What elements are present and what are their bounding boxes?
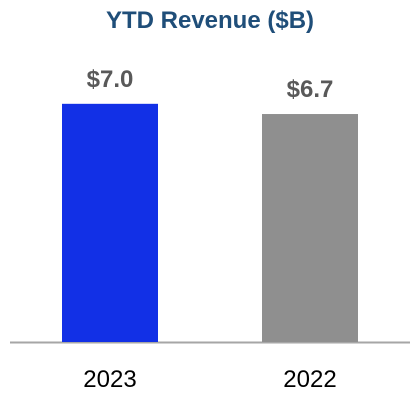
chart-title: YTD Revenue ($B) xyxy=(105,7,315,34)
data-label-2023: $7.0 xyxy=(87,66,134,93)
bar-2023 xyxy=(62,103,158,343)
x-tick-label-2022: 2022 xyxy=(283,366,336,393)
bar-2022 xyxy=(262,114,358,342)
x-tick-label-2023: 2023 xyxy=(83,366,136,393)
data-label-2022: $6.7 xyxy=(287,76,334,103)
